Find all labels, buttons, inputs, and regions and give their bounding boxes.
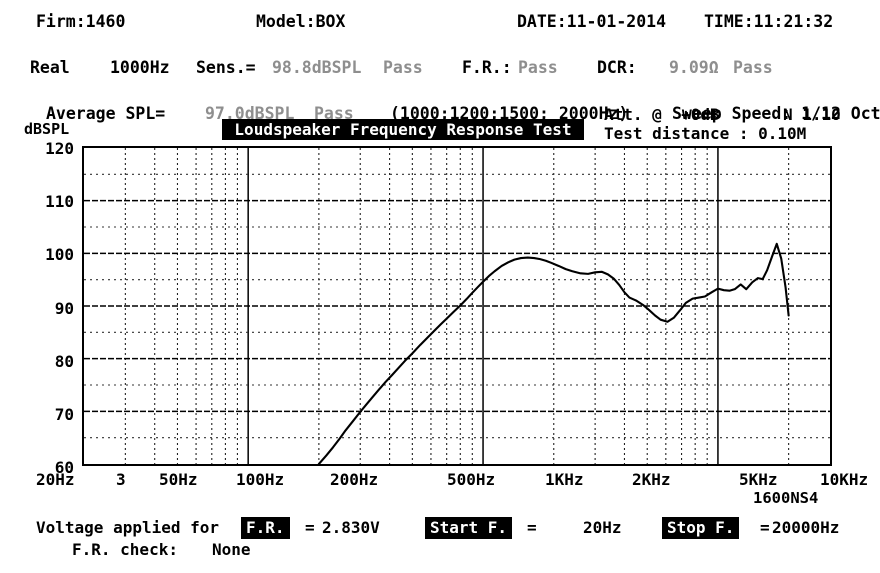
stop-frequency-equals: = — [760, 518, 770, 537]
y-tick-110: 110 — [45, 192, 74, 211]
sweep-speed-label: Sweep Speed: 1/12 Oct. — [672, 104, 880, 123]
fr-check-label: F.R. check: — [72, 540, 178, 559]
start-frequency-badge[interactable]: Start F. — [425, 517, 513, 539]
test-frequency-label: 1000Hz — [110, 58, 170, 77]
average-frequencies: (1000;1200;1500; 2000Hz) — [390, 104, 629, 123]
start-frequency-value: 20Hz — [583, 518, 622, 537]
test-distance-label: Test distance : 0.10M — [604, 124, 807, 143]
y-tick-70: 70 — [54, 405, 74, 424]
dcr-value: 9.09Ω — [669, 58, 719, 77]
header-line-2: Real 1000Hz Sens.= 98.8dBSPL Pass F.R.: … — [0, 58, 880, 81]
sensitivity-label: Sens.= — [196, 58, 256, 77]
x-tick-2khz: 2KHz — [632, 470, 671, 489]
x-tick-30hz: 3 — [116, 470, 126, 489]
frequency-response-plot — [82, 146, 832, 466]
x-tick-5khz: 5KHz — [739, 470, 778, 489]
report-header: Firm:1460 Model:BOX DATE:11-01-2014 TIME… — [0, 0, 880, 123]
firm-label: Firm:1460 — [36, 12, 126, 31]
start-frequency-equals: = — [527, 518, 537, 537]
header-line-1: Firm:1460 Model:BOX DATE:11-01-2014 TIME… — [0, 12, 880, 35]
y-tick-60: 60 — [54, 458, 74, 477]
average-spl-result: Pass — [314, 104, 354, 123]
serial-number-label: 1600NS4 — [753, 489, 819, 507]
chart-title-bar: Loudspeaker Frequency Response Test — [222, 119, 584, 140]
fr-check-value: None — [212, 540, 251, 559]
x-tick-20hz: 20Hz — [36, 470, 75, 489]
sensitivity-result: Pass — [383, 58, 423, 77]
real-label: Real — [30, 58, 70, 77]
dcr-label: DCR: — [597, 58, 637, 77]
time-label: TIME:11:21:32 — [704, 12, 834, 31]
x-tick-100hz: 100Hz — [236, 470, 285, 489]
voltage-equals-sign: = — [305, 518, 315, 537]
x-tick-1khz: 1KHz — [545, 470, 584, 489]
grid-layer — [84, 148, 830, 464]
sensitivity-value: 98.8dBSPL — [272, 58, 362, 77]
fr-label: F.R.: — [462, 58, 512, 77]
voltage-applied-label: Voltage applied for — [36, 518, 220, 537]
spl-response-curve — [317, 242, 790, 464]
x-tick-10khz: 10KHz — [820, 470, 869, 489]
model-label: Model:BOX — [256, 12, 346, 31]
x-tick-200hz: 200Hz — [330, 470, 379, 489]
y-axis-title: dBSPL — [24, 120, 70, 138]
fr-result: Pass — [518, 58, 558, 77]
plot-canvas — [84, 148, 830, 464]
y-tick-120: 120 — [45, 139, 74, 158]
average-spl-label: Average SPL= — [46, 104, 166, 123]
stop-frequency-value: 20000Hz — [772, 518, 840, 537]
voltage-value: 2.830V — [322, 518, 380, 537]
x-tick-50hz: 50Hz — [159, 470, 198, 489]
fr-tag-badge[interactable]: F.R. — [241, 517, 290, 539]
date-label: DATE:11-01-2014 — [517, 12, 667, 31]
attenuation-label: Att. @ +0dB — [604, 105, 720, 124]
y-tick-90: 90 — [54, 299, 74, 318]
header-line-3: Average SPL= 97.0dBSPL Pass (1000;1200;1… — [0, 104, 880, 127]
y-tick-80: 80 — [54, 352, 74, 371]
n-value-label: N 1.10 — [783, 105, 841, 124]
stop-frequency-badge[interactable]: Stop F. — [662, 517, 740, 539]
dcr-result: Pass — [733, 58, 773, 77]
x-tick-500hz: 500Hz — [447, 470, 496, 489]
average-spl-value: 97.0dBSPL — [205, 104, 295, 123]
y-tick-100: 100 — [45, 245, 74, 264]
